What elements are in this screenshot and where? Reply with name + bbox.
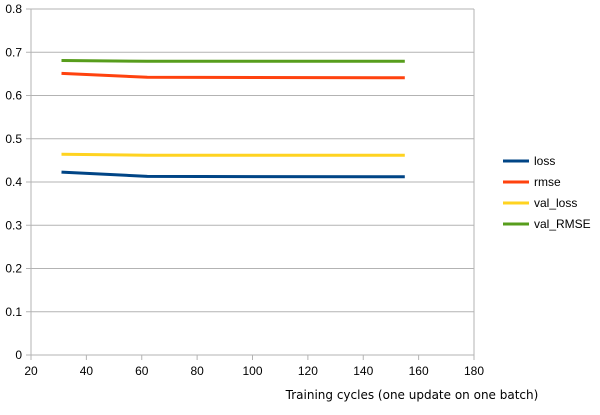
x-axis-label: Training cycles (one update on one batch…	[285, 388, 539, 402]
y-tick-label: 0.4	[5, 175, 22, 189]
legend-label: rmse	[534, 175, 561, 189]
x-tick-labels: 20 40 60 80 100 120 140 160 180	[24, 364, 484, 378]
legend-label: loss	[534, 154, 555, 168]
legend-label: val_RMSE	[534, 217, 591, 231]
series-line-val-loss	[61, 152, 405, 157]
legend-item: rmse	[503, 175, 561, 189]
y-tick-label: 0.3	[5, 218, 22, 232]
y-tick-label: 0.1	[5, 305, 22, 319]
x-tick-label: 20	[24, 364, 38, 378]
series-line-val-rmse	[61, 59, 405, 63]
x-tick-label: 140	[353, 364, 373, 378]
legend: loss rmse val_loss val_RMSE	[503, 154, 591, 231]
legend-label: val_loss	[534, 196, 577, 210]
y-tick-label: 0	[15, 348, 22, 362]
y-tick-label: 0.8	[5, 2, 22, 16]
series-line-loss	[61, 170, 405, 179]
legend-item: loss	[503, 154, 555, 168]
y-tick-label: 0.2	[5, 262, 22, 276]
x-tick-label: 40	[80, 364, 94, 378]
x-tick-label: 100	[242, 364, 262, 378]
x-tick-label: 60	[135, 364, 149, 378]
series-line-rmse	[61, 71, 405, 80]
y-tick-label: 0.7	[5, 45, 22, 59]
legend-item: val_RMSE	[503, 217, 591, 231]
gridlines	[31, 8, 474, 356]
y-tick-labels: 0 0.1 0.2 0.3 0.4 0.5 0.6 0.7 0.8	[5, 2, 22, 362]
series-lines	[61, 59, 405, 179]
x-tick-label: 180	[464, 364, 484, 378]
x-tick-label: 160	[409, 364, 429, 378]
y-tick-label: 0.5	[5, 132, 22, 146]
legend-item: val_loss	[503, 196, 577, 210]
x-tick-label: 80	[190, 364, 204, 378]
x-tick-label: 120	[298, 364, 318, 378]
y-tick-label: 0.6	[5, 89, 22, 103]
axes	[26, 8, 475, 360]
